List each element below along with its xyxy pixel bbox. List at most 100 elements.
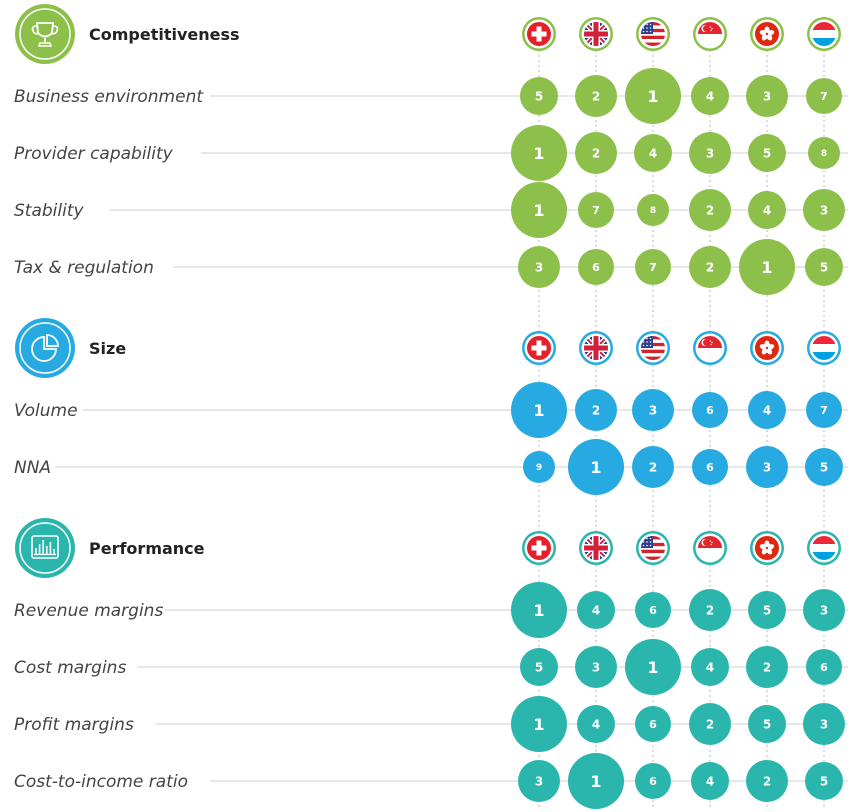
rank-bubble-lu — [806, 78, 842, 114]
row-business-environment: Business environment 5 2 1 4 3 7 — [14, 68, 848, 124]
rank-bubble-hk — [748, 591, 786, 629]
rank-bubble-hk — [746, 646, 788, 688]
row-label: Volume — [14, 401, 78, 421]
rank-bubble-hk — [739, 239, 795, 295]
rank-label-sg: 2 — [706, 203, 714, 217]
rank-label-us: 6 — [649, 775, 657, 788]
rank-bubble-lu — [806, 392, 842, 428]
rank-bubble-sg — [692, 449, 728, 485]
rank-bubble-hk — [746, 760, 788, 802]
rank-bubble-lu — [805, 762, 843, 800]
rank-bubble-us — [635, 249, 671, 285]
section-competitiveness: Competitiveness Business environment 5 2 1 4 3… — [14, 4, 848, 295]
rank-label-hk: 1 — [761, 258, 772, 277]
row-stability: Stability 1 7 8 2 4 3 — [14, 182, 848, 238]
section-title-competitiveness: Competitiveness — [89, 25, 240, 44]
rank-label-sg: 2 — [706, 260, 714, 274]
singapore-flag-icon — [693, 331, 727, 365]
rank-label-lu: 7 — [820, 404, 828, 417]
rank-label-hk: 2 — [763, 774, 771, 788]
rank-bubble-ch — [511, 382, 567, 438]
rank-bubble-uk — [577, 705, 615, 743]
luxembourg-flag-icon — [807, 531, 841, 565]
row-profit-margins: Profit margins 1 4 6 2 5 3 — [14, 696, 848, 752]
rank-bubble-us — [637, 194, 669, 226]
rank-label-sg: 6 — [706, 461, 714, 474]
rank-bubble-sg — [691, 77, 729, 115]
rank-bubble-us — [632, 446, 674, 488]
united-kingdom-flag-icon — [579, 531, 613, 565]
rank-label-sg: 4 — [706, 89, 714, 103]
united-states-flag-icon — [636, 17, 670, 51]
rank-bubble-uk — [578, 249, 614, 285]
rank-bubble-lu — [805, 448, 843, 486]
rank-label-ch: 9 — [536, 463, 542, 473]
rank-bubble-lu — [808, 137, 840, 169]
rank-bubble-sg — [689, 703, 731, 745]
rank-bubble-ch — [511, 582, 567, 638]
rank-label-lu: 3 — [820, 603, 828, 617]
rank-label-us: 3 — [649, 403, 657, 417]
luxembourg-flag-icon — [807, 331, 841, 365]
rank-bubble-sg — [689, 189, 731, 231]
rank-label-hk: 2 — [763, 660, 771, 674]
rank-bubble-uk — [575, 132, 617, 174]
rank-label-ch: 1 — [533, 601, 544, 620]
rank-label-us: 2 — [649, 460, 657, 474]
rank-bubble-hk — [748, 191, 786, 229]
rank-bubble-hk — [748, 391, 786, 429]
rank-label-uk: 2 — [592, 146, 600, 160]
rank-bubble-sg — [689, 132, 731, 174]
rank-label-hk: 4 — [763, 203, 771, 217]
rank-label-sg: 4 — [706, 774, 714, 788]
row-label: Stability — [14, 201, 85, 221]
pie-chart-icon — [15, 318, 75, 378]
rank-bubble-ch — [520, 77, 558, 115]
section-title-performance: Performance — [89, 539, 205, 558]
rank-label-ch: 5 — [535, 660, 543, 674]
rank-label-sg: 2 — [706, 717, 714, 731]
united-kingdom-flag-icon — [579, 331, 613, 365]
rank-label-us: 1 — [647, 658, 658, 677]
rank-bubble-lu — [803, 589, 845, 631]
rank-bubble-uk — [575, 646, 617, 688]
rank-bubble-uk — [575, 75, 617, 117]
rank-label-us: 6 — [649, 604, 657, 617]
rank-bubble-ch — [511, 696, 567, 752]
rank-bubble-hk — [746, 446, 788, 488]
row-label: Revenue margins — [14, 601, 163, 621]
rank-label-ch: 1 — [533, 201, 544, 220]
row-cost-margins: Cost margins 5 3 1 4 2 6 — [14, 639, 848, 695]
rank-label-uk: 1 — [590, 458, 601, 477]
hong-kong-flag-icon — [750, 17, 784, 51]
row-label: Provider capability — [14, 144, 174, 164]
flag-row-performance — [522, 531, 841, 565]
rank-label-lu: 6 — [820, 661, 828, 674]
row-provider-capability: Provider capability 1 2 4 3 5 8 — [14, 125, 848, 181]
rank-label-lu: 7 — [820, 90, 828, 103]
rank-bubble-ch — [523, 451, 555, 483]
rank-bubble-hk — [746, 75, 788, 117]
bar-chart-icon — [15, 518, 75, 578]
rank-label-uk: 3 — [592, 660, 600, 674]
row-volume: Volume 1 2 3 6 4 7 — [14, 382, 848, 438]
united-states-flag-icon — [636, 531, 670, 565]
switzerland-flag-icon — [522, 17, 556, 51]
rank-bubble-ch — [518, 760, 560, 802]
rank-label-lu: 5 — [820, 260, 828, 274]
row-revenue-margins: Revenue margins 1 4 6 2 5 3 — [14, 582, 848, 638]
rank-bubble-sg — [691, 762, 729, 800]
rank-label-sg: 2 — [706, 603, 714, 617]
rank-label-us: 7 — [649, 261, 657, 274]
flag-row-size — [522, 331, 841, 365]
rank-label-hk: 5 — [763, 146, 771, 160]
rank-label-hk: 4 — [763, 403, 771, 417]
rank-bubble-sg — [689, 246, 731, 288]
rank-bubble-us — [625, 68, 681, 124]
rank-bubble-ch — [511, 182, 567, 238]
rank-label-uk: 2 — [592, 403, 600, 417]
rank-label-hk: 3 — [763, 460, 771, 474]
rank-label-uk: 4 — [592, 603, 600, 617]
rank-label-lu: 3 — [820, 203, 828, 217]
